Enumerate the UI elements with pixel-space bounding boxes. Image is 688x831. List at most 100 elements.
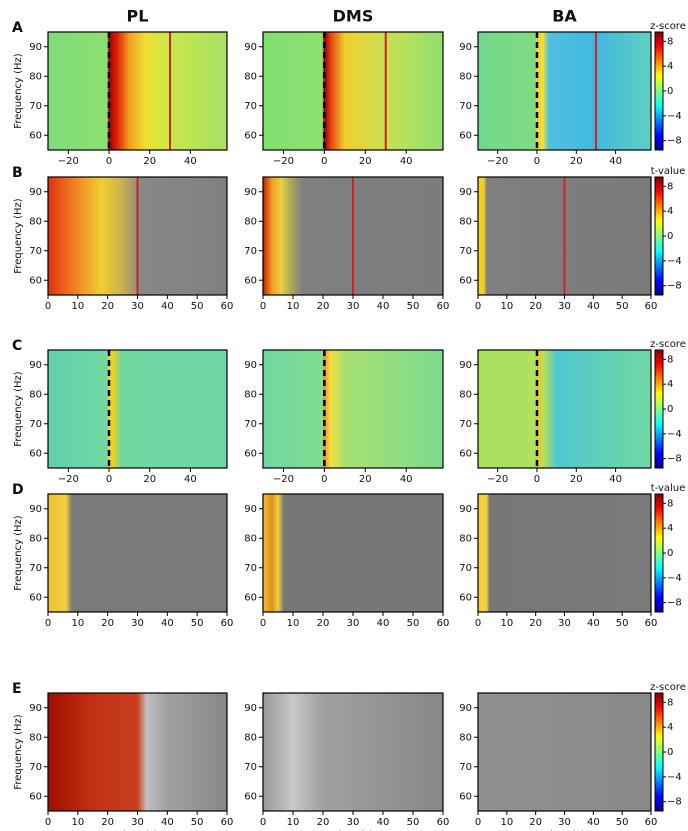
x-tick-label: 0 (321, 474, 327, 485)
x-tick-label: 50 (407, 817, 420, 828)
colorbar-tick-label: 0 (667, 548, 673, 559)
colorbar-tick-label: −4 (667, 429, 682, 440)
y-tick-label: 80 (29, 389, 42, 400)
x-tick-label: 20 (570, 474, 583, 485)
axes-frame (477, 31, 652, 151)
x-tick-label: 20 (529, 817, 542, 828)
y-tick-label: 60 (459, 275, 472, 286)
y-tick-label: 90 (459, 703, 472, 714)
y-tick-label: 90 (244, 360, 257, 371)
y-tick-label: 80 (459, 732, 472, 743)
colorbar (654, 176, 664, 296)
colorbar-tick-label: 0 (667, 747, 673, 758)
colorbar-tick-label: −8 (667, 136, 682, 147)
y-tick-label: 70 (29, 246, 42, 257)
x-tick-label: 10 (287, 817, 300, 828)
x-tick-label: 60 (437, 301, 450, 312)
y-tick-label: 70 (459, 419, 472, 430)
x-tick-label: 10 (500, 817, 513, 828)
axes-frame (47, 349, 228, 469)
heatmap (48, 350, 227, 468)
x-tick-label: 20 (101, 301, 114, 312)
x-tick-label: 0 (106, 474, 112, 485)
y-axis-label: Frequency (Hz) (13, 198, 24, 274)
x-tick-label: 0 (260, 618, 266, 629)
colorbar-tick-label: −8 (667, 797, 682, 808)
heatmap (263, 32, 443, 150)
x-tick-label: 10 (71, 618, 84, 629)
column-title: BA (552, 7, 577, 26)
y-tick-label: 70 (459, 762, 472, 773)
colorbar-tick-label: 8 (667, 181, 673, 192)
y-tick-label: 60 (29, 130, 42, 141)
y-tick-label: 80 (459, 389, 472, 400)
x-tick-label: 40 (184, 474, 197, 485)
heatmap (263, 350, 443, 468)
colorbar-tick-label: −4 (667, 111, 682, 122)
panel-letter: D (12, 482, 24, 498)
x-tick-label: 40 (587, 817, 600, 828)
x-tick-label: 60 (437, 618, 450, 629)
y-tick-label: 70 (29, 419, 42, 430)
x-tick-label: 40 (587, 301, 600, 312)
heatmap (263, 693, 443, 811)
y-tick-label: 80 (244, 732, 257, 743)
x-tick-label: 0 (45, 301, 51, 312)
y-tick-label: 90 (459, 187, 472, 198)
x-tick-label: 20 (143, 474, 156, 485)
y-tick-label: 70 (244, 762, 257, 773)
heatmap (48, 693, 227, 811)
colorbar-tick-label: 8 (667, 498, 673, 509)
y-tick-label: 90 (244, 703, 257, 714)
x-tick-label: 0 (534, 156, 540, 167)
colorbar-tick-label: −4 (667, 772, 682, 783)
y-tick-label: 80 (459, 533, 472, 544)
x-tick-label: 20 (359, 474, 372, 485)
colorbar (654, 692, 664, 812)
x-tick-label: 0 (260, 301, 266, 312)
colorbar (654, 31, 664, 151)
y-tick-label: 80 (244, 389, 257, 400)
x-tick-label: 0 (475, 301, 481, 312)
y-tick-label: 60 (459, 791, 472, 802)
colorbar-tick-label: 4 (667, 523, 673, 534)
x-tick-label: 60 (645, 618, 658, 629)
y-tick-label: 70 (244, 101, 257, 112)
x-tick-label: 50 (191, 301, 204, 312)
x-tick-label: 20 (317, 301, 330, 312)
x-tick-label: 10 (71, 301, 84, 312)
axes-frame (47, 31, 228, 151)
x-tick-label: 20 (143, 156, 156, 167)
y-tick-label: 80 (244, 71, 257, 82)
x-tick-label: 40 (161, 817, 174, 828)
x-tick-label: −20 (58, 474, 79, 485)
colorbar-tick-label: −8 (667, 454, 682, 465)
x-tick-label: 60 (645, 301, 658, 312)
x-tick-label: 0 (475, 618, 481, 629)
x-tick-label: 40 (377, 618, 390, 629)
x-tick-label: −20 (487, 474, 508, 485)
x-tick-label: −20 (58, 156, 79, 167)
x-tick-label: 20 (317, 618, 330, 629)
x-tick-label: 0 (534, 474, 540, 485)
panel-letter: E (12, 681, 22, 697)
x-tick-label: 30 (131, 618, 144, 629)
y-tick-label: 60 (244, 448, 257, 459)
y-tick-label: 60 (459, 130, 472, 141)
y-tick-label: 80 (29, 216, 42, 227)
y-tick-label: 90 (244, 42, 257, 53)
x-tick-label: 40 (377, 301, 390, 312)
x-tick-label: 40 (161, 618, 174, 629)
x-tick-label: 50 (616, 618, 629, 629)
colorbar-tick-label: 0 (667, 86, 673, 97)
y-tick-label: 70 (459, 101, 472, 112)
y-tick-label: 60 (29, 448, 42, 459)
y-tick-label: 70 (244, 563, 257, 574)
x-tick-label: 30 (558, 618, 571, 629)
colorbar-label: t-value (651, 483, 686, 494)
x-tick-label: 10 (287, 301, 300, 312)
x-tick-label: 40 (587, 618, 600, 629)
heatmap (478, 350, 651, 468)
y-tick-label: 80 (29, 533, 42, 544)
